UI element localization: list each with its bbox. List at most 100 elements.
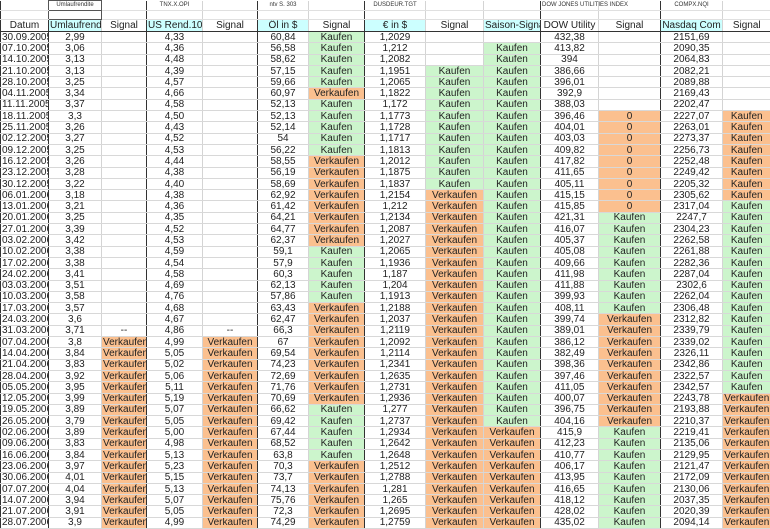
cell-dow-signal[interactable]: Kaufen: [599, 472, 661, 483]
cell-date[interactable]: 23.06.2006: [1, 461, 49, 472]
cell-eur-usd[interactable]: 1,2788: [365, 472, 426, 483]
cell-umlaufrendite[interactable]: 3,27: [49, 133, 102, 144]
cell-date[interactable]: 30.09.2005: [1, 32, 49, 43]
cell-umlaufrendite[interactable]: 3,92: [49, 370, 102, 381]
cell-us-rend-signal[interactable]: [203, 280, 258, 291]
cell-saison-signal[interactable]: [484, 32, 541, 43]
cell-eur-signal[interactable]: Kaufen: [426, 156, 484, 167]
cell-us-rend-signal[interactable]: [203, 190, 258, 201]
cell-us-rend-signal[interactable]: [203, 314, 258, 325]
cell-saison-signal[interactable]: Kaufen: [484, 359, 541, 370]
cell-us-rend-10j[interactable]: 4,50: [147, 111, 203, 122]
cell-nasdaq-comp[interactable]: 2252,48: [661, 156, 723, 167]
cell-nasdaq-comp[interactable]: 2135,06: [661, 438, 723, 449]
cell-us-rend-signal[interactable]: Verkaufen: [203, 472, 258, 483]
cell-eur-signal[interactable]: Verkaufen: [426, 291, 484, 302]
cell-oil-signal[interactable]: Verkaufen: [309, 178, 365, 189]
source-label-date[interactable]: [1, 1, 49, 11]
cell-oil-signal[interactable]: Verkaufen: [309, 483, 365, 494]
cell-nasdaq-signal[interactable]: [723, 99, 770, 110]
cell-eur-signal[interactable]: Verkaufen: [426, 517, 484, 528]
cell-oil-price[interactable]: 70,3: [258, 461, 309, 472]
cell-umlauf-signal[interactable]: [102, 133, 147, 144]
cell-dow-signal[interactable]: 0: [599, 144, 661, 155]
cell-date[interactable]: 14.04.2006: [1, 348, 49, 359]
header-dow-signal[interactable]: Signal: [599, 20, 661, 32]
source-label-eur-usd[interactable]: DUSDEUR.TGT: [365, 1, 426, 11]
cell-dow-signal[interactable]: [599, 43, 661, 54]
cell-us-rend-signal[interactable]: Verkaufen: [203, 348, 258, 359]
cell-saison-signal[interactable]: Kaufen: [484, 280, 541, 291]
cell-dow-signal[interactable]: Kaufen: [599, 438, 661, 449]
cell-date[interactable]: 13.01.2006: [1, 201, 49, 212]
cell-nasdaq-signal[interactable]: Kaufen: [723, 190, 770, 201]
cell-us-rend-signal[interactable]: Verkaufen: [203, 337, 258, 348]
cell-us-rend-signal[interactable]: [203, 77, 258, 88]
cell-oil-price[interactable]: 60,3: [258, 269, 309, 280]
cell-oil-signal[interactable]: Verkaufen: [309, 190, 365, 201]
cell-oil-price[interactable]: 62,47: [258, 314, 309, 325]
source-label-oil-signal[interactable]: [309, 1, 365, 11]
cell-dow-signal[interactable]: Kaufen: [599, 246, 661, 257]
cell-umlaufrendite[interactable]: 3,25: [49, 77, 102, 88]
cell-us-rend-signal[interactable]: [203, 122, 258, 133]
cell-oil-signal[interactable]: Verkaufen: [309, 314, 365, 325]
cell-date[interactable]: 31.03.2006: [1, 325, 49, 336]
cell-oil-price[interactable]: 62,13: [258, 280, 309, 291]
cell-oil-signal[interactable]: Verkaufen: [309, 224, 365, 235]
cell-eur-signal[interactable]: Kaufen: [426, 77, 484, 88]
cell-us-rend-signal[interactable]: Verkaufen: [203, 393, 258, 404]
cell-eur-signal[interactable]: Verkaufen: [426, 359, 484, 370]
cell-us-rend-signal[interactable]: Verkaufen: [203, 416, 258, 427]
cell-nasdaq-signal[interactable]: Kaufen: [723, 303, 770, 314]
empty-cell[interactable]: [1, 11, 49, 20]
cell-saison-signal[interactable]: Kaufen: [484, 212, 541, 223]
cell-eur-signal[interactable]: Verkaufen: [426, 201, 484, 212]
cell-oil-signal[interactable]: Kaufen: [309, 65, 365, 76]
cell-date[interactable]: 14.10.2005: [1, 54, 49, 65]
cell-nasdaq-signal[interactable]: [723, 77, 770, 88]
cell-oil-signal[interactable]: Verkaufen: [309, 495, 365, 506]
cell-nasdaq-comp[interactable]: 2304,23: [661, 224, 723, 235]
cell-saison-signal[interactable]: Kaufen: [484, 257, 541, 268]
cell-saison-signal[interactable]: Kaufen: [484, 54, 541, 65]
cell-us-rend-signal[interactable]: Verkaufen: [203, 461, 258, 472]
cell-oil-signal[interactable]: Kaufen: [309, 133, 365, 144]
cell-eur-signal[interactable]: Verkaufen: [426, 461, 484, 472]
cell-dow-utility[interactable]: 428,02: [541, 506, 599, 517]
source-label-saison-signal[interactable]: [484, 1, 541, 11]
cell-dow-utility[interactable]: 415,15: [541, 190, 599, 201]
cell-umlaufrendite[interactable]: 3,13: [49, 54, 102, 65]
cell-us-rend-signal[interactable]: Verkaufen: [203, 359, 258, 370]
cell-us-rend-10j[interactable]: 4,76: [147, 291, 203, 302]
cell-eur-signal[interactable]: Verkaufen: [426, 382, 484, 393]
cell-dow-utility[interactable]: 435,02: [541, 517, 599, 528]
cell-date[interactable]: 18.11.2005: [1, 111, 49, 122]
cell-us-rend-signal[interactable]: [203, 167, 258, 178]
cell-eur-usd[interactable]: 1,2065: [365, 77, 426, 88]
cell-nasdaq-comp[interactable]: 2094,14: [661, 517, 723, 528]
cell-nasdaq-signal[interactable]: Kaufen: [723, 224, 770, 235]
cell-dow-utility[interactable]: 415,9: [541, 427, 599, 438]
cell-dow-utility[interactable]: 399,93: [541, 291, 599, 302]
cell-oil-signal[interactable]: Verkaufen: [309, 88, 365, 99]
cell-nasdaq-signal[interactable]: [723, 54, 770, 65]
cell-dow-utility[interactable]: 404,01: [541, 122, 599, 133]
cell-date[interactable]: 10.03.2006: [1, 291, 49, 302]
cell-nasdaq-signal[interactable]: Kaufen: [723, 212, 770, 223]
cell-umlaufrendite[interactable]: 3,42: [49, 235, 102, 246]
cell-eur-usd[interactable]: 1,2154: [365, 190, 426, 201]
cell-umlauf-signal[interactable]: [102, 314, 147, 325]
cell-us-rend-signal[interactable]: [203, 43, 258, 54]
cell-nasdaq-comp[interactable]: 2342,86: [661, 359, 723, 370]
cell-nasdaq-signal[interactable]: Kaufen: [723, 201, 770, 212]
cell-oil-price[interactable]: 57,86: [258, 291, 309, 302]
cell-us-rend-10j[interactable]: 4,44: [147, 156, 203, 167]
header-eur-signal[interactable]: Signal: [426, 20, 484, 32]
cell-oil-price[interactable]: 74,29: [258, 517, 309, 528]
cell-nasdaq-signal[interactable]: Kaufen: [723, 370, 770, 381]
cell-oil-signal[interactable]: Verkaufen: [309, 359, 365, 370]
cell-eur-signal[interactable]: [426, 32, 484, 43]
cell-us-rend-signal[interactable]: Verkaufen: [203, 427, 258, 438]
cell-nasdaq-comp[interactable]: 2342,57: [661, 382, 723, 393]
